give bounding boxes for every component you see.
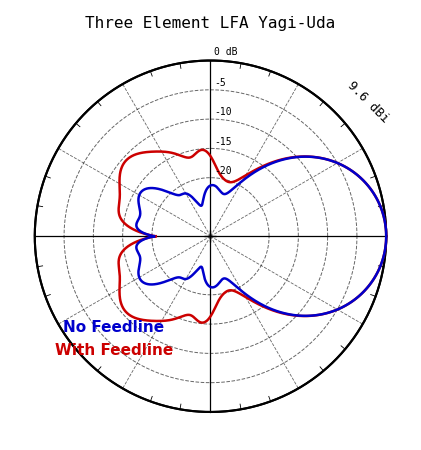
Text: With Feedline: With Feedline	[55, 343, 173, 358]
Text: No Feedline: No Feedline	[63, 320, 165, 335]
Text: 9.6 dBi: 9.6 dBi	[345, 79, 391, 125]
Text: -15: -15	[214, 137, 232, 147]
Text: Three Element LFA Yagi-Uda: Three Element LFA Yagi-Uda	[85, 16, 336, 31]
Text: -20: -20	[214, 166, 232, 176]
Text: -10: -10	[214, 108, 232, 117]
Text: 0 dB: 0 dB	[214, 47, 237, 57]
Text: -5: -5	[214, 78, 226, 88]
